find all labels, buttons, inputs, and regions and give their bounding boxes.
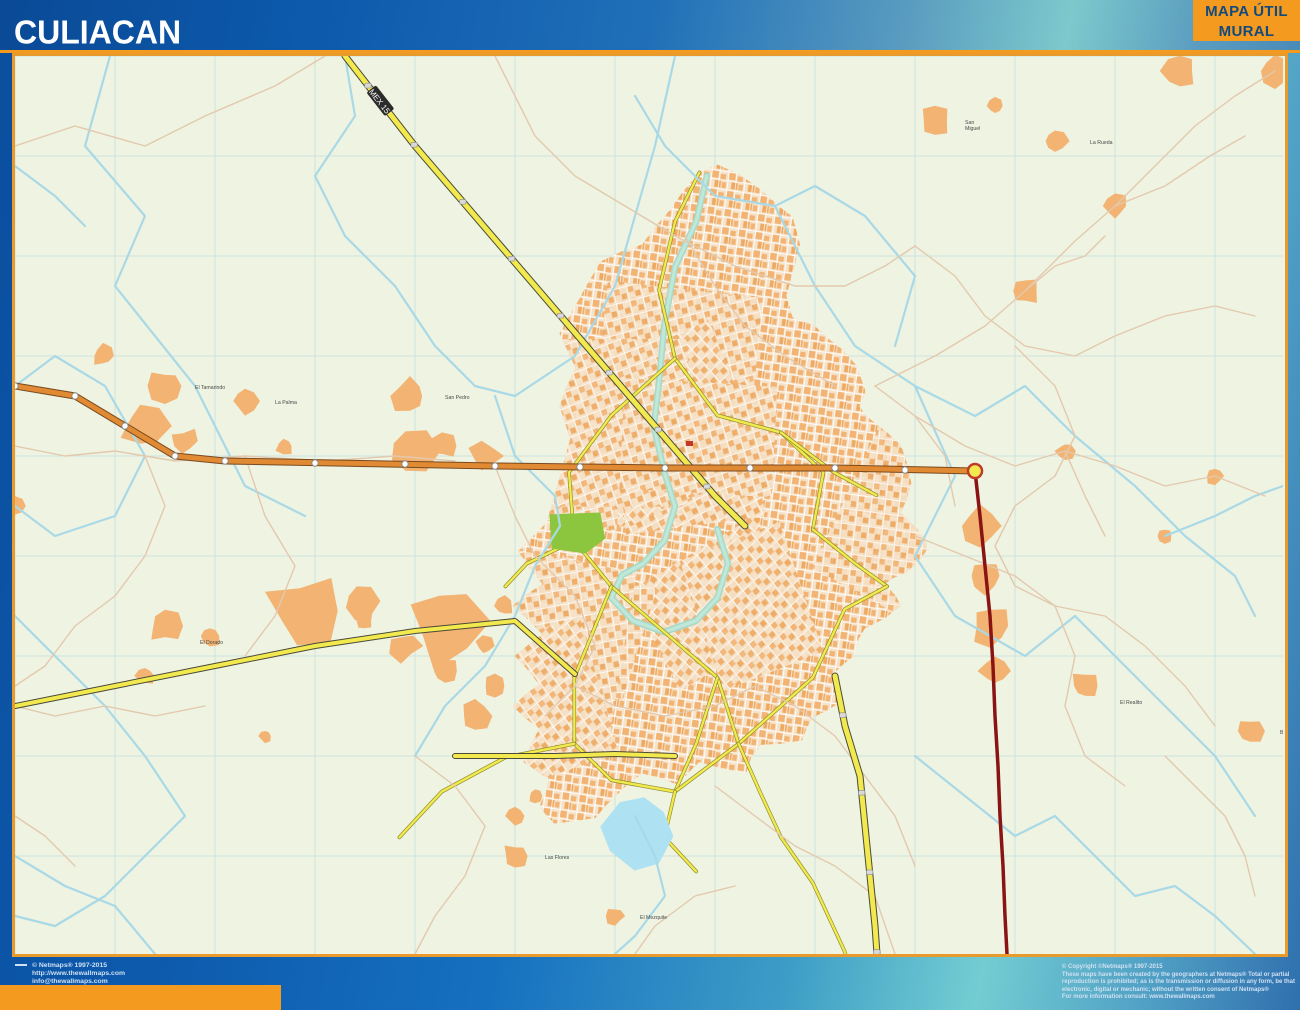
svg-text:El Tamarindo: El Tamarindo — [195, 385, 225, 391]
svg-text:San Pedro: San Pedro — [445, 395, 470, 401]
svg-text:El Dorado: El Dorado — [200, 640, 223, 646]
svg-text:Miguel: Miguel — [965, 126, 980, 132]
svg-text:El Mezquite: El Mezquite — [640, 915, 667, 921]
svg-text:Barrio: Barrio — [1280, 730, 1283, 736]
svg-text:La Palma: La Palma — [275, 400, 297, 406]
svg-text:El Realito: El Realito — [1120, 700, 1142, 706]
svg-text:Las Flores: Las Flores — [545, 855, 570, 861]
svg-text:La Rueda: La Rueda — [1090, 140, 1113, 146]
